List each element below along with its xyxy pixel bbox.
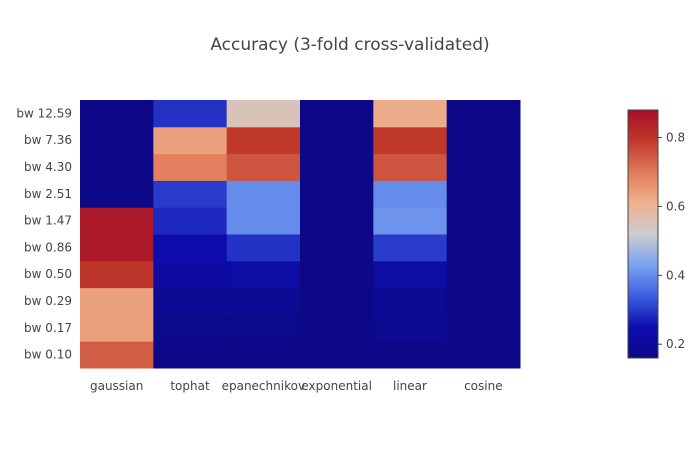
heatmap-cell bbox=[226, 180, 301, 208]
chart-title: Accuracy (3-fold cross-validated) bbox=[210, 35, 489, 55]
heatmap-cell bbox=[446, 153, 521, 181]
heatmap-cell bbox=[300, 153, 374, 181]
heatmap-cell bbox=[80, 153, 154, 181]
x-tick-label: tophat bbox=[170, 379, 210, 393]
y-tick-label: bw 1.47 bbox=[24, 214, 72, 228]
heatmap-cell bbox=[80, 234, 154, 262]
heatmap-cell bbox=[300, 180, 374, 208]
colorbar-tick-label: 0.4 bbox=[666, 268, 685, 282]
heatmap-cell bbox=[300, 207, 374, 235]
heatmap-cell bbox=[446, 341, 521, 369]
y-tick-label: bw 0.17 bbox=[24, 321, 72, 335]
heatmap-cell bbox=[226, 153, 301, 181]
heatmap-cell bbox=[153, 100, 228, 128]
x-tick-label: gaussian bbox=[90, 379, 143, 393]
heatmap-cell bbox=[373, 341, 448, 369]
heatmap-cell bbox=[446, 314, 521, 342]
y-tick-label: bw 2.51 bbox=[24, 187, 72, 201]
heatmap-cell bbox=[80, 341, 154, 369]
heatmap-cell bbox=[226, 260, 301, 289]
heatmap-cell bbox=[80, 314, 154, 342]
heatmap-cell bbox=[153, 207, 228, 235]
heatmap-cell bbox=[373, 287, 448, 315]
heatmap-cell bbox=[153, 234, 228, 262]
y-tick-label: bw 0.86 bbox=[24, 240, 72, 254]
heatmap-cell bbox=[153, 180, 228, 208]
heatmap-cell bbox=[80, 180, 154, 208]
heatmap-cell bbox=[300, 341, 374, 369]
heatmap-cell bbox=[153, 341, 228, 369]
heatmap-cell bbox=[446, 126, 521, 155]
heatmap-cell bbox=[153, 153, 228, 181]
heatmap-cell bbox=[153, 126, 228, 155]
heatmap-cell bbox=[373, 180, 448, 208]
heatmap-cell bbox=[80, 100, 154, 128]
heatmap-cell bbox=[226, 341, 301, 369]
y-tick-label: bw 12.59 bbox=[16, 106, 72, 120]
heatmap-cell bbox=[226, 126, 301, 155]
heatmap-cell bbox=[446, 287, 521, 315]
x-tick-label: cosine bbox=[464, 379, 503, 393]
heatmap-cell bbox=[446, 234, 521, 262]
colorbar-gradient bbox=[627, 109, 659, 359]
heatmap-cell bbox=[226, 287, 301, 315]
heatmap-cell bbox=[446, 260, 521, 289]
y-tick-label: bw 0.10 bbox=[24, 348, 72, 362]
heatmap-cell bbox=[226, 207, 301, 235]
heatmap-cell bbox=[300, 126, 374, 155]
heatmap-cell bbox=[446, 180, 521, 208]
y-axis-ticks: bw 0.10 bw 0.17 bw 0.29 bw 0.50 bw 0.86 bw 1.… bbox=[16, 106, 72, 361]
heatmap-cell bbox=[373, 234, 448, 262]
y-tick-label: bw 0.50 bbox=[24, 267, 72, 281]
heatmap-cell bbox=[300, 234, 374, 262]
heatmap-cell bbox=[80, 287, 154, 315]
heatmap-cell bbox=[153, 260, 228, 289]
heatmap-cell bbox=[226, 314, 301, 342]
heatmap-cells bbox=[80, 100, 521, 369]
y-tick-label: bw 7.36 bbox=[24, 133, 72, 147]
heatmap-cell bbox=[80, 126, 154, 155]
colorbar-tick-label: 0.6 bbox=[666, 199, 685, 213]
heatmap-cell bbox=[446, 207, 521, 235]
x-tick-label: exponential bbox=[301, 379, 372, 393]
heatmap-cell bbox=[300, 100, 374, 128]
x-tick-label: linear bbox=[393, 379, 427, 393]
heatmap-cell bbox=[80, 260, 154, 289]
heatmap-cell bbox=[226, 100, 301, 128]
heatmap-cell bbox=[373, 100, 448, 128]
heatmap-cell bbox=[373, 153, 448, 181]
heatmap-cell bbox=[226, 234, 301, 262]
colorbar-tick-label: 0.8 bbox=[666, 131, 685, 145]
heatmap-cell bbox=[373, 126, 448, 155]
y-tick-label: bw 0.29 bbox=[24, 294, 72, 308]
colorbar: 0.2 0.4 0.6 0.8 bbox=[627, 109, 685, 359]
heatmap-cell bbox=[446, 100, 521, 128]
y-tick-label: bw 4.30 bbox=[24, 160, 72, 174]
heatmap-cell bbox=[80, 207, 154, 235]
heatmap-cell bbox=[300, 287, 374, 315]
heatmap-cell bbox=[153, 314, 228, 342]
heatmap-cell bbox=[153, 287, 228, 315]
heatmap-cell bbox=[300, 314, 374, 342]
colorbar-tick-label: 0.2 bbox=[666, 337, 685, 351]
heatmap-cell bbox=[373, 314, 448, 342]
heatmap-cell bbox=[373, 260, 448, 289]
x-tick-label: epanechnikov bbox=[222, 379, 305, 393]
heatmap-cell bbox=[300, 260, 374, 289]
heatmap-cell bbox=[373, 207, 448, 235]
